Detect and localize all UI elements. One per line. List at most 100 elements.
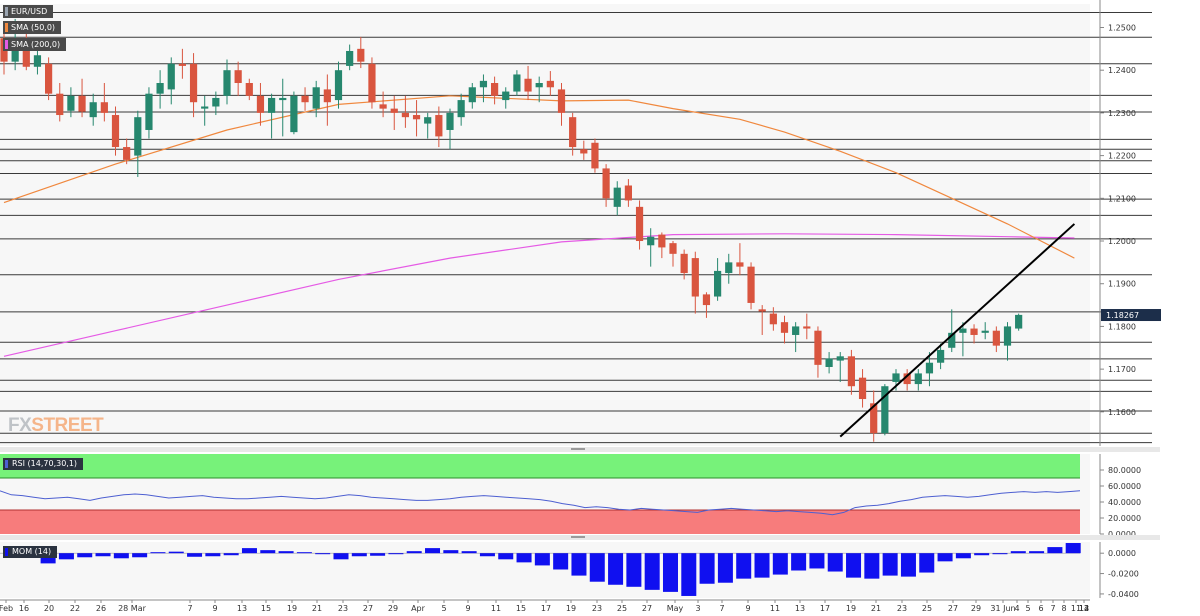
candle [680, 249, 688, 280]
momentum-bar [187, 553, 203, 557]
x-tick-label: 16 [19, 604, 29, 613]
x-tick-label: 21 [312, 604, 322, 613]
candle-body [903, 373, 911, 385]
candle-body [635, 206, 644, 242]
candle [881, 384, 889, 436]
candle [546, 71, 554, 96]
candle [970, 324, 978, 344]
momentum-swatch [5, 548, 8, 556]
watermark-fx: FX [8, 415, 32, 436]
momentum-bar [809, 553, 825, 569]
momentum-bar [919, 553, 935, 573]
rsi-pane: 80.0000 60.0000 40.0000 20.0000 0.0000 [0, 454, 1141, 539]
x-tick-label: 7 [719, 604, 724, 613]
x-tick-label: 29 [971, 604, 981, 613]
x-tick-label: 26 [96, 604, 106, 613]
rsi-tick-label: 0.0000 [1108, 530, 1136, 539]
momentum-bar [461, 551, 477, 554]
candle-body [357, 48, 365, 62]
candle-body [546, 80, 554, 88]
candle-body [201, 106, 209, 109]
price-tick-label: 1.1900 [1108, 280, 1136, 289]
price-tick-label: 1.2200 [1108, 152, 1136, 161]
x-tick-label: 17 [541, 604, 551, 613]
momentum-bar [241, 548, 257, 554]
candle-body [858, 377, 867, 400]
momentum-bar [351, 553, 367, 557]
momentum-bar [827, 553, 843, 572]
x-tick-label: May [667, 604, 684, 613]
candle-body [178, 63, 186, 66]
candle-body [892, 373, 900, 382]
momentum-bar [846, 553, 862, 578]
candle-body [446, 112, 454, 130]
candle-body [881, 386, 889, 434]
momentum-bar [498, 553, 514, 560]
candle-body [22, 42, 30, 67]
momentum-bar [553, 553, 569, 570]
rsi-label[interactable]: RSI (14,70,30,1) [3, 458, 84, 470]
sma200-swatch [5, 40, 8, 49]
instrument-swatch [5, 7, 8, 16]
candle [647, 228, 655, 267]
price-tick-label: 1.1800 [1108, 322, 1136, 331]
candle-body [78, 95, 86, 112]
candle [747, 262, 755, 310]
momentum-bar [900, 553, 916, 577]
momentum-bar [882, 553, 898, 576]
momentum-bar [772, 553, 788, 575]
candle [468, 83, 476, 109]
momentum-bar [260, 550, 276, 554]
candle-body [513, 74, 521, 92]
candle-body [245, 83, 253, 96]
candle-body [870, 403, 878, 434]
rsi-tick-label: 60.0000 [1108, 482, 1141, 491]
legend-sma50[interactable]: SMA (50,0) [3, 21, 62, 34]
x-tick-label: 19 [566, 604, 576, 613]
x-tick-label: 22 [70, 604, 80, 613]
candle-body [780, 322, 789, 333]
candle [557, 83, 566, 126]
x-tick-label: 25 [617, 604, 627, 613]
candles [0, 18, 1023, 442]
x-tick-label: 3 [695, 604, 700, 613]
candle [279, 78, 287, 137]
rsi-label-text: RSI (14,70,30,1) [12, 459, 78, 468]
x-tick-label: 21 [871, 604, 881, 613]
x-tick-label: 9 [745, 604, 750, 613]
candle [535, 76, 543, 103]
candle [457, 93, 465, 126]
candle [858, 369, 867, 408]
pane-separators[interactable] [0, 447, 1160, 540]
candle [346, 44, 354, 71]
x-tick-label: 27 [642, 604, 652, 613]
momentum-bar [992, 553, 1008, 555]
candle [223, 59, 231, 105]
momentum-bar [955, 553, 971, 559]
momentum-bar [534, 553, 550, 566]
momentum-label[interactable]: MOM (14) [3, 546, 58, 558]
rsi-tick-label: 20.0000 [1108, 514, 1141, 523]
candle [914, 369, 922, 391]
x-tick-label: 13 [1079, 604, 1089, 613]
candle [591, 138, 599, 173]
candle [981, 322, 989, 340]
candle [769, 307, 777, 331]
x-tick-label: 15 [516, 604, 526, 613]
candle [613, 181, 621, 216]
price-tick-label: 1.1700 [1108, 365, 1136, 374]
candle-body [100, 102, 108, 113]
candle-body [613, 187, 621, 207]
x-tick-label: 8 [1061, 604, 1066, 613]
candle-body [189, 63, 198, 103]
candle-body [948, 332, 956, 348]
candle [814, 326, 822, 378]
legend-instrument[interactable]: EUR/USD [3, 5, 54, 18]
rsi-line [0, 490, 1081, 516]
candle-body [234, 70, 242, 84]
candle-body [535, 83, 543, 88]
candle [401, 95, 409, 128]
candle [847, 349, 855, 395]
candle-body [346, 50, 354, 66]
legend-sma200[interactable]: SMA (200,0) [3, 38, 67, 51]
